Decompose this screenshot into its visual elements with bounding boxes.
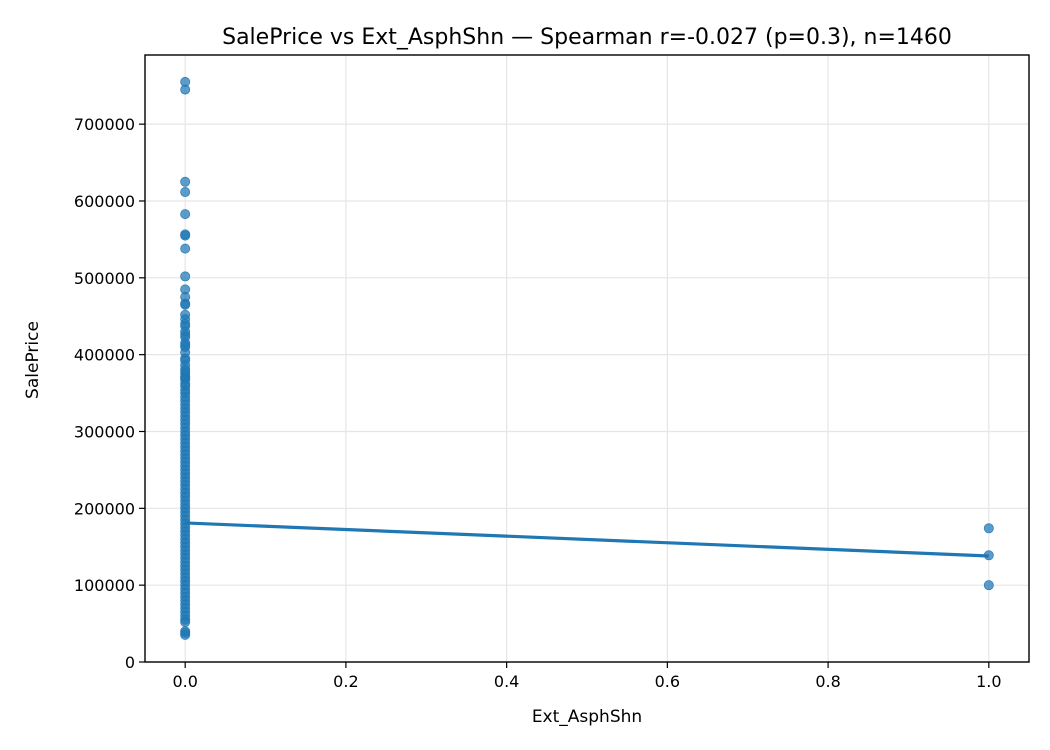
x-tick-label: 0.8 <box>815 672 840 691</box>
y-axis-label: SalePrice <box>23 321 43 399</box>
y-tick-label: 100000 <box>74 576 135 595</box>
y-tick-label: 600000 <box>74 192 135 211</box>
x-axis-ticks: 0.0 0.2 0.4 0.6 0.8 1.0 <box>172 662 1002 691</box>
y-axis-ticks: 0 100000 200000 300000 400000 500000 600000 700… <box>74 115 145 672</box>
x-tick-label: 0.2 <box>333 672 358 691</box>
data-point <box>983 550 994 561</box>
plot-frame <box>144 54 1030 663</box>
data-point <box>180 271 191 282</box>
data-point <box>180 176 191 187</box>
data-point <box>180 187 191 198</box>
y-tick-label: 0 <box>125 653 135 672</box>
data-point <box>180 230 191 241</box>
x-tick-label: 0.6 <box>655 672 680 691</box>
x-axis-label: Ext_AsphShn <box>532 707 642 727</box>
y-tick-label: 500000 <box>74 269 135 288</box>
data-point <box>180 243 191 254</box>
x-tick-label: 0.0 <box>172 672 197 691</box>
data-point <box>983 580 994 591</box>
data-point <box>180 629 191 640</box>
data-point <box>180 84 191 95</box>
data-points <box>180 76 994 640</box>
data-point <box>180 299 191 310</box>
y-tick-label: 700000 <box>74 115 135 134</box>
grid <box>145 55 1029 663</box>
x-tick-label: 1.0 <box>976 672 1001 691</box>
data-point <box>180 209 191 220</box>
chart-title: SalePrice vs Ext_AsphShn — Spearman r=-0… <box>222 25 952 50</box>
x-tick-label: 0.4 <box>494 672 519 691</box>
regression-line <box>185 521 989 558</box>
y-tick-label: 200000 <box>74 499 135 518</box>
data-point <box>180 617 191 628</box>
regression-line-layer <box>185 521 989 558</box>
y-tick-label: 400000 <box>74 346 135 365</box>
y-tick-label: 300000 <box>74 422 135 441</box>
data-point <box>983 523 994 534</box>
